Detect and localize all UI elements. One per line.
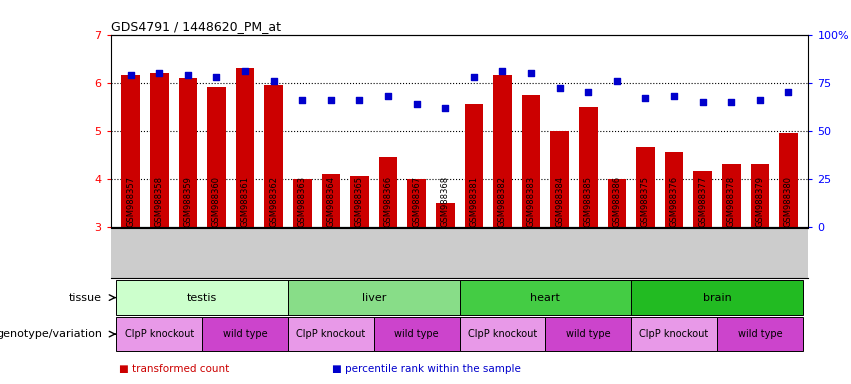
Bar [780,133,797,227]
Bar [408,179,426,227]
Bar [288,280,460,315]
Bar [465,104,483,227]
Bar [717,317,802,351]
Point [753,97,767,103]
Text: genotype/variation: genotype/variation [0,329,102,339]
Bar [436,203,454,227]
Point [124,72,138,78]
Bar [608,179,626,227]
Point [495,68,509,74]
Point [667,93,681,99]
Bar [179,78,197,227]
Text: liver: liver [362,293,386,303]
Bar [288,317,374,351]
Point [438,104,452,111]
Bar [722,164,740,227]
Point [238,68,252,74]
Text: ClpP knockout: ClpP knockout [468,329,537,339]
Bar [122,75,140,227]
Bar [694,171,712,227]
Point [181,72,195,78]
Point [381,93,395,99]
Point [638,95,652,101]
Text: tissue: tissue [69,293,102,303]
Bar [460,280,631,315]
Point [324,97,338,103]
Point [352,97,366,103]
Point [610,78,624,84]
Bar [579,107,597,227]
Point [152,70,166,76]
Point [295,97,309,103]
Point [467,74,481,80]
Text: ■ percentile rank within the sample: ■ percentile rank within the sample [332,364,521,374]
Bar [350,176,368,227]
Point [267,78,281,84]
Point [410,101,424,107]
Text: ClpP knockout: ClpP knockout [639,329,709,339]
Bar [117,317,203,351]
Bar [293,179,311,227]
Bar [117,280,288,315]
Bar [522,94,540,227]
Bar [751,164,769,227]
Text: wild type: wild type [223,329,267,339]
Text: ClpP knockout: ClpP knockout [124,329,194,339]
Bar [631,317,717,351]
Bar [460,317,545,351]
Point [524,70,538,76]
Text: ■ transformed count: ■ transformed count [119,364,230,374]
Point [781,89,795,95]
Bar [637,147,654,227]
Text: GDS4791 / 1448620_PM_at: GDS4791 / 1448620_PM_at [111,20,281,33]
Point [581,89,595,95]
Bar [631,280,802,315]
Bar [665,152,683,227]
Bar [493,75,511,227]
Point [553,85,567,91]
Bar [545,317,631,351]
Point [209,74,223,80]
Bar [379,157,397,227]
Bar [236,68,254,227]
Text: wild type: wild type [394,329,439,339]
Text: ClpP knockout: ClpP knockout [296,329,365,339]
Bar [551,131,569,227]
Bar [150,73,168,227]
Point [696,99,710,105]
Text: heart: heart [530,293,560,303]
Point [724,99,738,105]
Bar [207,88,226,227]
Bar [265,85,283,227]
Text: wild type: wild type [738,329,782,339]
Text: testis: testis [187,293,217,303]
Bar [374,317,460,351]
Bar [203,317,288,351]
Text: brain: brain [703,293,731,303]
Bar [322,174,340,227]
Text: wild type: wild type [566,329,610,339]
